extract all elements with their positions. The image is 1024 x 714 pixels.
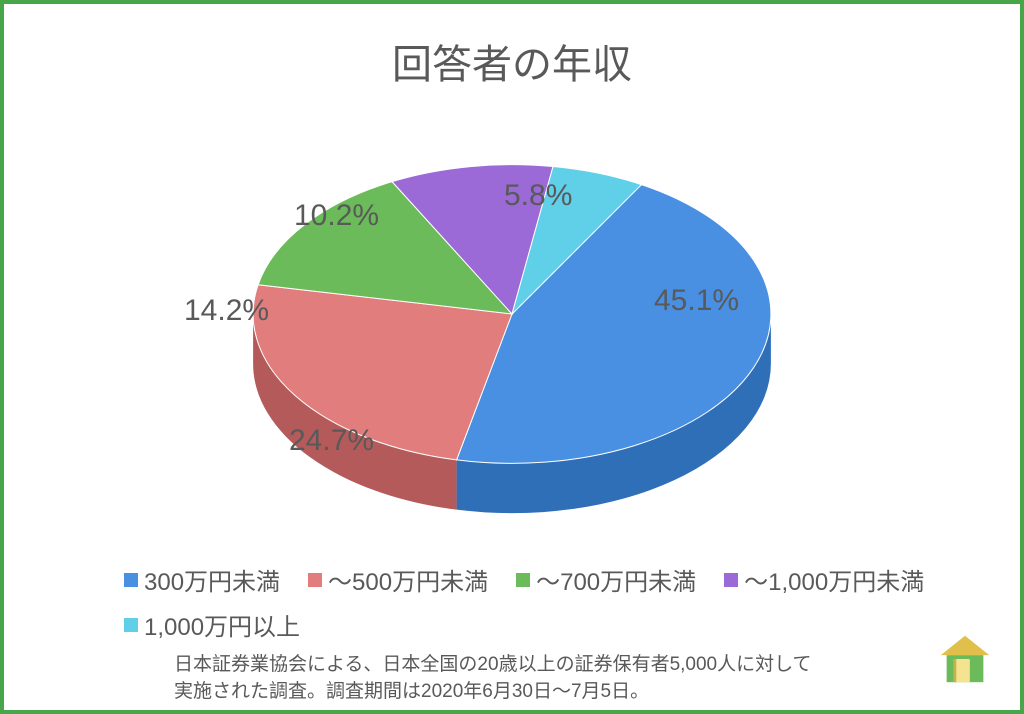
pie-percent-label: 24.7% bbox=[289, 424, 374, 458]
legend-label: 300万円未満 bbox=[144, 562, 280, 597]
chart-frame: 回答者の年収 45.1% 24.7% 14.2% 10.2% 5.8% 300万円未満 〜… bbox=[0, 0, 1024, 714]
brand-logo bbox=[936, 630, 994, 688]
pie-percent-label: 5.8% bbox=[504, 179, 572, 213]
roof-shape bbox=[941, 636, 989, 655]
legend-item: 〜700万円未満 bbox=[516, 562, 696, 597]
legend-swatch bbox=[124, 573, 138, 587]
door-shape bbox=[955, 659, 970, 682]
legend-label: 〜500万円未満 bbox=[328, 562, 488, 597]
legend-swatch bbox=[308, 573, 322, 587]
legend-swatch bbox=[124, 618, 138, 632]
footnote: 日本証券業協会による、日本全国の20歳以上の証券保有者5,000人に対して 実施… bbox=[174, 652, 934, 705]
footnote-line2: 実施された調査。調査期間は2020年6月30日〜7月5日。 bbox=[174, 681, 649, 702]
legend-label: 〜1,000万円未満 bbox=[744, 562, 924, 597]
legend-item: 300万円未満 bbox=[124, 562, 280, 597]
legend-label: 1,000万円以上 bbox=[144, 607, 300, 642]
house-icon bbox=[936, 630, 994, 688]
legend-item: 〜1,000万円未満 bbox=[724, 562, 924, 597]
door-edge bbox=[953, 659, 956, 682]
pie-percent-label: 10.2% bbox=[294, 199, 379, 233]
legend-label: 〜700万円未満 bbox=[536, 562, 696, 597]
legend-item: 〜500万円未満 bbox=[308, 562, 488, 597]
legend-swatch bbox=[724, 573, 738, 587]
legend-swatch bbox=[516, 573, 530, 587]
pie-percent-label: 45.1% bbox=[654, 284, 739, 318]
legend-item: 1,000万円以上 bbox=[124, 607, 300, 642]
chart-title: 回答者の年収 bbox=[44, 32, 980, 90]
footnote-line1: 日本証券業協会による、日本全国の20歳以上の証券保有者5,000人に対して bbox=[174, 654, 812, 675]
pie-percent-label: 14.2% bbox=[184, 294, 269, 328]
legend: 300万円未満 〜500万円未満 〜700万円未満 〜1,000万円未満 1,000万円… bbox=[124, 562, 944, 642]
pie-chart: 45.1% 24.7% 14.2% 10.2% 5.8% bbox=[44, 94, 980, 534]
